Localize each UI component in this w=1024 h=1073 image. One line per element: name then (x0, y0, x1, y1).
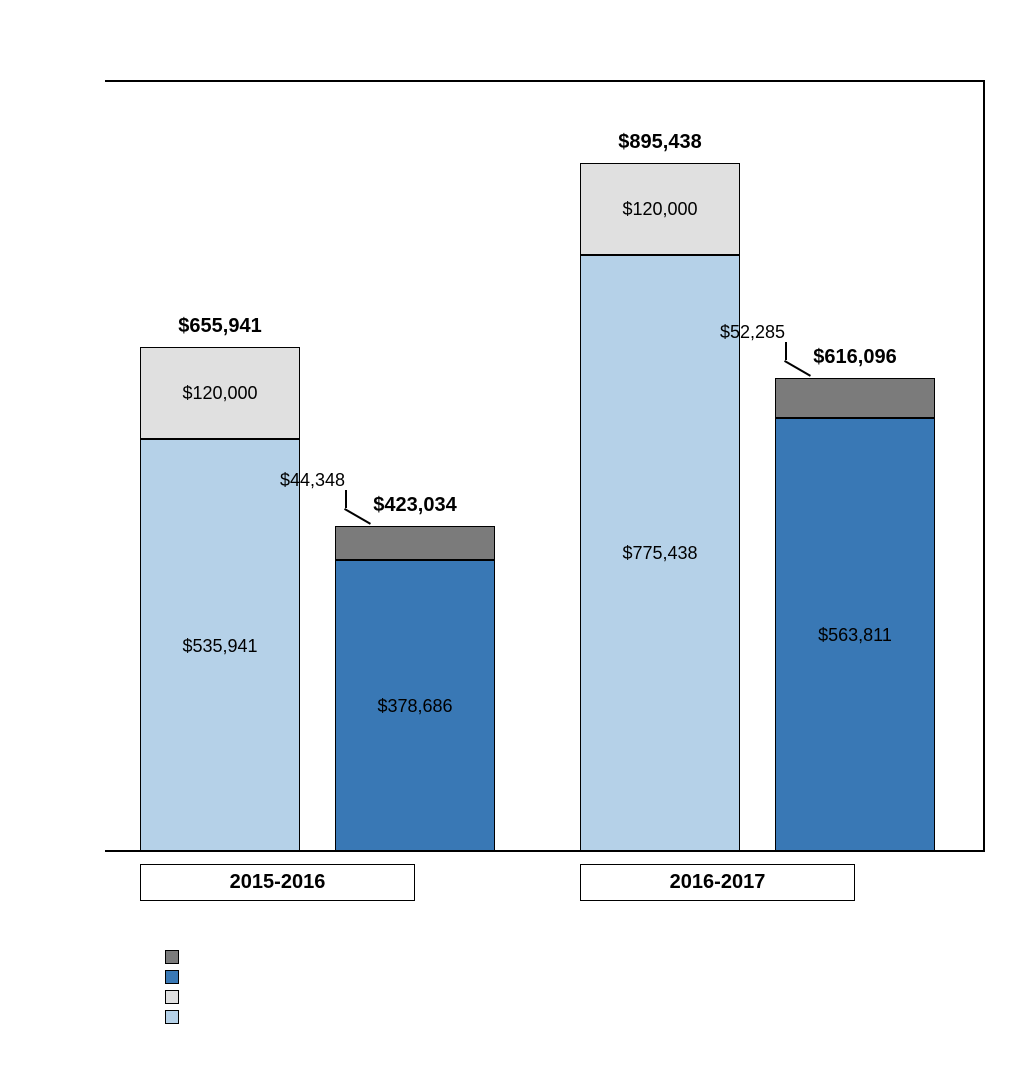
group-label: 2015-2016 (140, 864, 415, 901)
chart-container: $535,941 $120,000 $655,941 $378,686 $423,034… (105, 80, 985, 850)
callout-leader (785, 342, 787, 360)
segment-label: $535,941 (140, 636, 300, 657)
y-tick (90, 544, 105, 545)
segment-label: $378,686 (335, 696, 495, 717)
legend-swatch (165, 1010, 179, 1024)
y-tick (90, 236, 105, 237)
segment-label: $563,811 (775, 625, 935, 646)
x-axis-line (105, 850, 985, 852)
callout-label: $44,348 (280, 470, 345, 491)
y-tick (90, 621, 105, 622)
bar-total-label: $655,941 (140, 315, 300, 338)
legend-item (165, 950, 865, 964)
y-tick (90, 82, 105, 83)
callout-leader (345, 490, 347, 508)
group-label: 2016-2017 (580, 864, 855, 901)
y-tick (90, 852, 105, 853)
callout-label: $52,285 (720, 322, 785, 343)
y-tick (90, 698, 105, 699)
legend-item (165, 990, 865, 1004)
y-tick (90, 159, 105, 160)
segment-label: $775,438 (580, 543, 740, 564)
bar-segment-other_expenditures (775, 378, 935, 418)
legend-item (165, 1010, 865, 1024)
segment-label: $120,000 (580, 199, 740, 220)
legend-swatch (165, 990, 179, 1004)
bar-total-label: $423,034 (335, 494, 495, 517)
legend-swatch (165, 970, 179, 984)
plot-area: $535,941 $120,000 $655,941 $378,686 $423,034… (105, 82, 983, 850)
y-tick (90, 313, 105, 314)
bar-total-label: $616,096 (775, 346, 935, 369)
bar-total-label: $895,438 (580, 131, 740, 154)
legend-swatch (165, 950, 179, 964)
y-tick (90, 775, 105, 776)
y-tick (90, 467, 105, 468)
legend-item (165, 970, 865, 984)
y-tick (90, 390, 105, 391)
bar-segment-other_expenditures (335, 526, 495, 560)
segment-label: $120,000 (140, 383, 300, 404)
legend (165, 950, 865, 1030)
